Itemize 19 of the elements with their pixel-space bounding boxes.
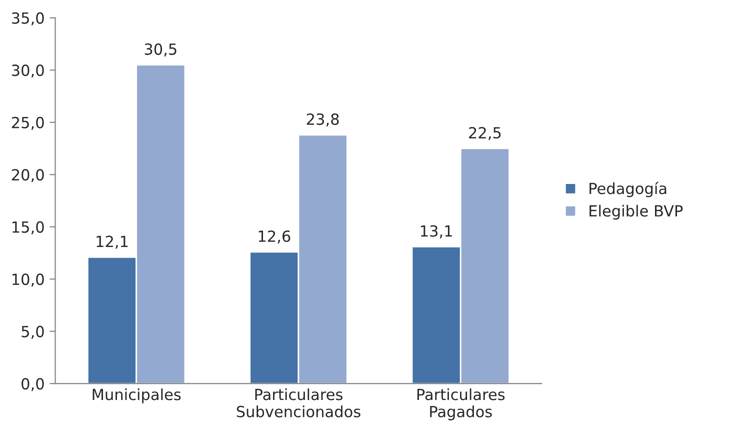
y-tick-label: 15,0 [12,221,44,234]
y-tick-label: 25,0 [12,116,44,130]
y-tick-label: 35,0 [12,12,44,26]
data-label: 22,5 [469,126,501,140]
legend-label: Pedagogía [590,182,666,198]
data-label: 13,1 [420,225,452,238]
data-label: 30,5 [144,43,176,57]
data-label: 12,6 [258,230,290,244]
y-tick-label: 5,0 [22,326,44,339]
data-label: 12,1 [96,236,128,249]
y-tick-label: 0,0 [22,378,44,392]
y-tick-label: 20,0 [12,169,44,182]
legend-label: Elegible BVP [590,204,683,220]
data-label: 23,8 [306,113,339,127]
x-tick-label: Particulares Pagados [417,388,505,420]
x-tick-label: Particulares Subvencionados [236,388,360,418]
y-tick-label: 30,0 [12,64,44,78]
y-tick-label: 10,0 [12,274,44,287]
x-tick-label: Municipales [92,388,181,404]
